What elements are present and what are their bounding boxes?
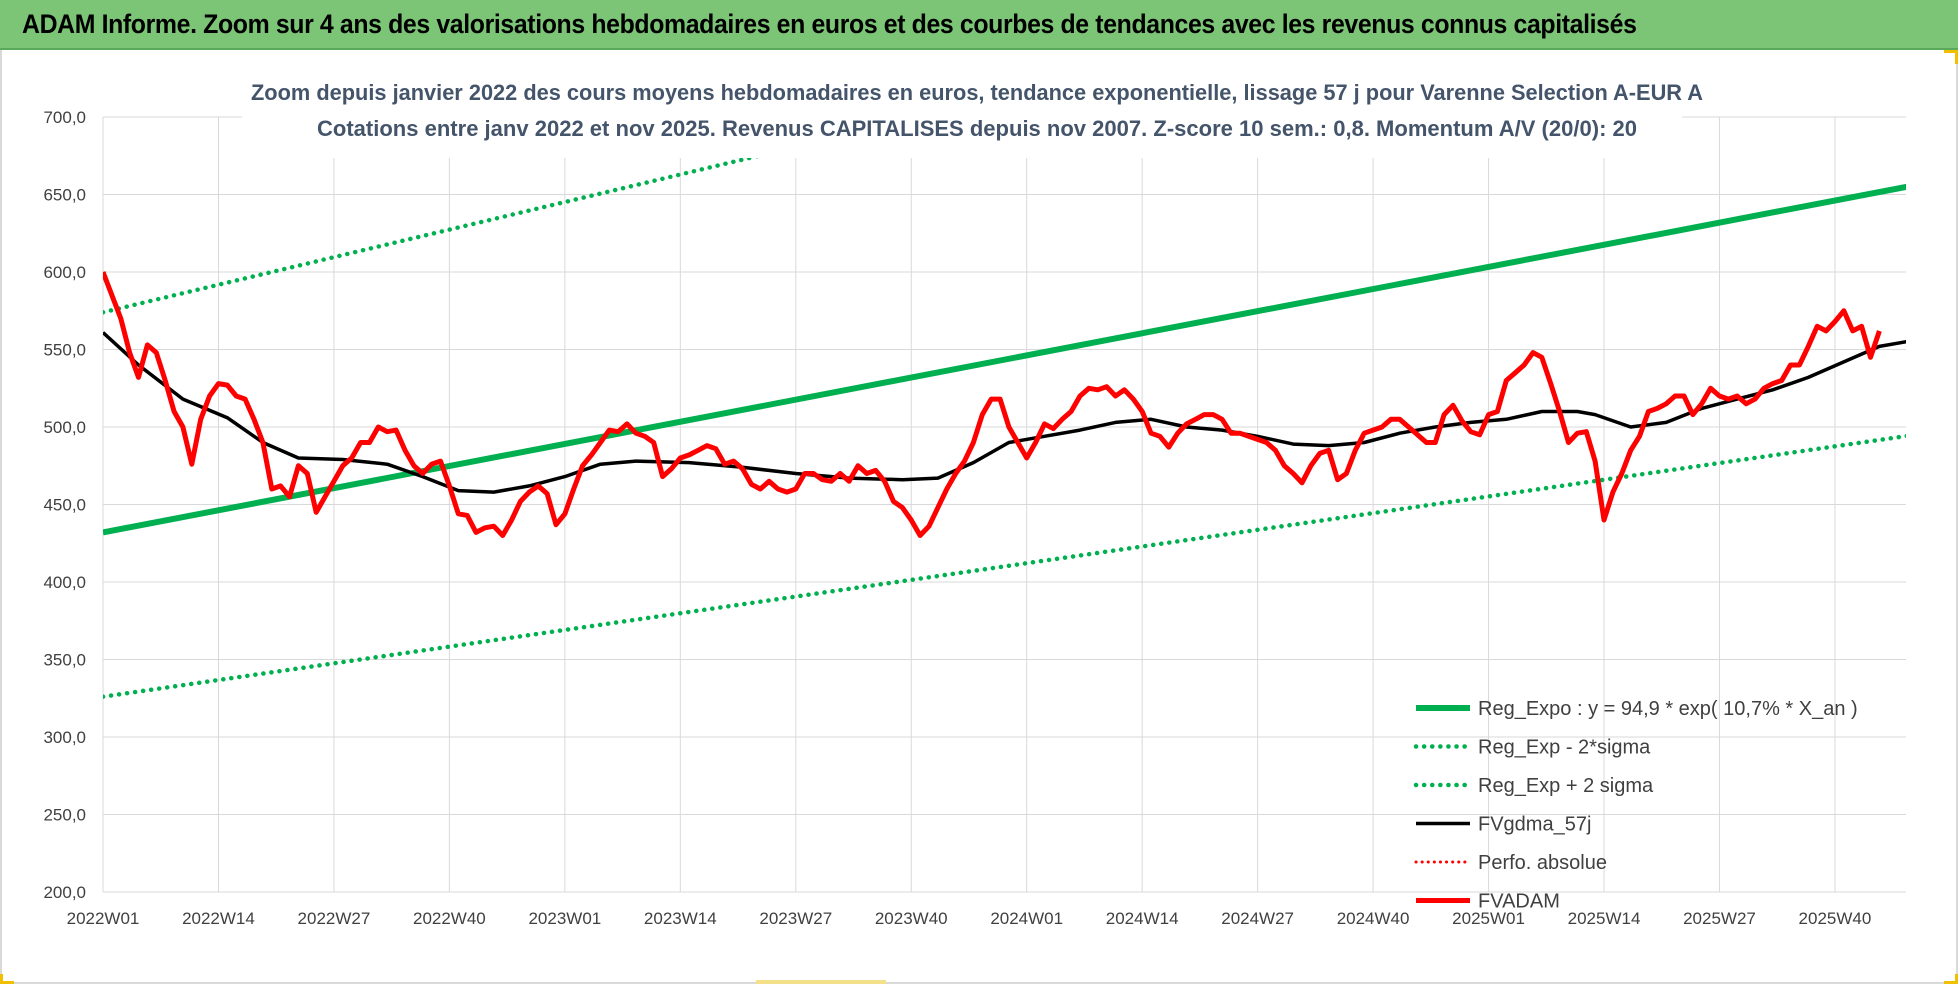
y-tick-label: 300,0 [43, 728, 86, 747]
y-tick-label: 200,0 [43, 883, 86, 902]
y-tick-label: 550,0 [43, 341, 86, 360]
x-tick-label: 2022W01 [67, 909, 140, 928]
series-line-band [103, 433, 1906, 699]
y-tick-label: 700,0 [43, 108, 86, 127]
frame-corner-bottom-right [1944, 974, 1958, 984]
x-tick-label: 2024W40 [1337, 909, 1410, 928]
frame-corner-top-right [1944, 50, 1958, 64]
y-tick-label: 350,0 [43, 651, 86, 670]
title-layer: Zoom depuis janvier 2022 des cours moyen… [242, 74, 1703, 158]
chart-subtitle: Cotations entre janv 2022 et nov 2025. R… [317, 116, 1637, 141]
x-tick-label: 2025W01 [1452, 909, 1525, 928]
x-tick-label: 2025W27 [1683, 909, 1756, 928]
series-layer [103, 117, 1906, 699]
x-tick-label: 2022W40 [413, 909, 486, 928]
x-tick-label: 2023W14 [644, 909, 717, 928]
x-tick-label: 2023W40 [875, 909, 948, 928]
legend-label: Reg_Exp + 2 sigma [1478, 775, 1654, 797]
y-tick-label: 500,0 [43, 418, 86, 437]
x-tick-label: 2023W27 [759, 909, 832, 928]
chart-frame: 200,0 250,0 300,0 350,0 400,0 450,0 500,0 550,0… [0, 50, 1958, 984]
y-tick-label: 600,0 [43, 263, 86, 282]
chart-title: Zoom depuis janvier 2022 des cours moyen… [251, 80, 1703, 105]
y-tick-label: 400,0 [43, 573, 86, 592]
y-tick-label: 650,0 [43, 186, 86, 205]
x-tick-label: 2023W01 [528, 909, 601, 928]
legend-label: Reg_Exp - 2*sigma [1478, 737, 1651, 759]
title-background [242, 74, 1682, 158]
x-tick-label: 2025W40 [1799, 909, 1872, 928]
y-tick-label: 450,0 [43, 496, 86, 515]
legend-label: Reg_Expo : y = 94,9 * exp( 10,7% * X_an … [1478, 698, 1858, 720]
x-tick-label: 2022W27 [298, 909, 371, 928]
header-bar: ADAM Informe. Zoom sur 4 ans des valoris… [0, 0, 1958, 50]
legend-label: Perfo. absolue [1478, 852, 1607, 874]
axis-layer: 200,0 250,0 300,0 350,0 400,0 450,0 500,0 550,0… [43, 108, 1871, 928]
x-tick-label: 2024W14 [1106, 909, 1179, 928]
x-tick-label: 2025W14 [1568, 909, 1641, 928]
frame-corner-bottom-left [0, 974, 14, 984]
x-tick-label: 2022W14 [182, 909, 255, 928]
series-line-trend [103, 183, 1906, 536]
page-title: ADAM Informe. Zoom sur 4 ans des valoris… [22, 9, 1637, 39]
y-tick-label: 250,0 [43, 806, 86, 825]
x-tick-label: 2024W01 [990, 909, 1063, 928]
series-line-price [103, 271, 1882, 538]
bottom-marker [756, 980, 886, 984]
legend-label: FVgdma_57j [1478, 814, 1591, 836]
legend-label: FVADAM [1478, 891, 1560, 913]
series-line-ma [103, 331, 1906, 494]
x-tick-label: 2024W27 [1221, 909, 1294, 928]
legend: Reg_Expo : y = 94,9 * exp( 10,7% * X_an … [1413, 698, 1858, 913]
chart-svg: 200,0 250,0 300,0 350,0 400,0 450,0 500,0 550,0… [43, 74, 1906, 928]
